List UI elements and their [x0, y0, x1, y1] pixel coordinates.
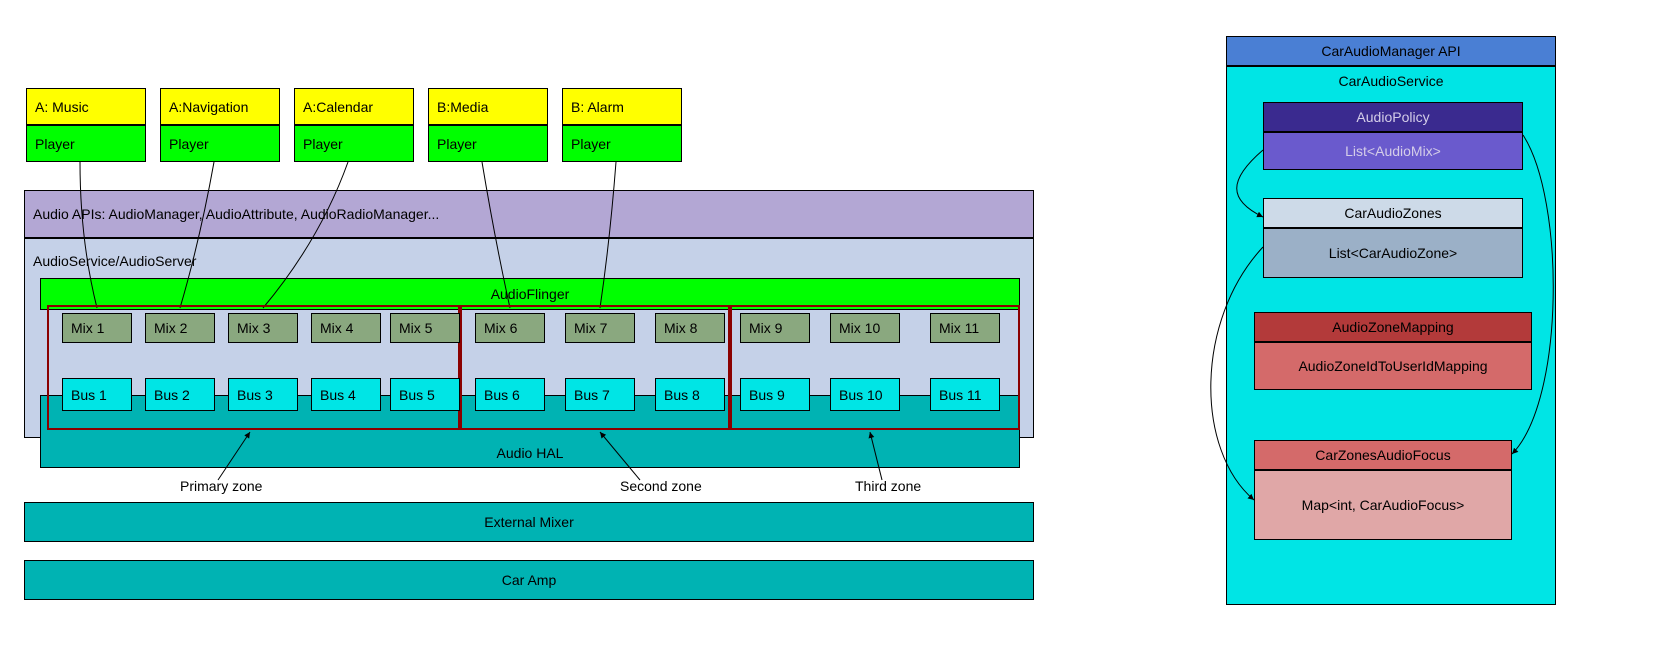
- bus-box: Bus 1: [62, 378, 132, 411]
- app-player-box: Player: [428, 125, 548, 162]
- audio-service-label: AudioService/AudioServer: [33, 253, 196, 269]
- mix-box: Mix 3: [228, 313, 298, 343]
- bus-box: Bus 10: [830, 378, 900, 411]
- car-zones-audio-focus-header: CarZonesAudioFocus: [1254, 440, 1512, 470]
- car-audio-zones-header: CarAudioZones: [1263, 198, 1523, 228]
- audio-hal-label: Audio HAL: [497, 445, 564, 461]
- car-audio-service-label: CarAudioService: [1338, 73, 1443, 89]
- app-label-box: B: Alarm: [562, 88, 682, 125]
- app-label-box: B:Media: [428, 88, 548, 125]
- app-label-box: A:Navigation: [160, 88, 280, 125]
- audio-apis-bar: Audio APIs: AudioManager, AudioAttribute…: [24, 190, 1034, 238]
- external-mixer-label: External Mixer: [484, 514, 573, 530]
- mix-box: Mix 8: [655, 313, 725, 343]
- bus-box: Bus 11: [930, 378, 1000, 411]
- mix-box: Mix 9: [740, 313, 810, 343]
- zone-label-third: Third zone: [855, 478, 921, 494]
- car-audio-manager-api: CarAudioManager API: [1226, 36, 1556, 66]
- car-amp-label: Car Amp: [502, 572, 556, 588]
- bus-box: Bus 9: [740, 378, 810, 411]
- mix-box: Mix 7: [565, 313, 635, 343]
- audio-flinger-label: AudioFlinger: [491, 286, 570, 302]
- app-player-box: Player: [294, 125, 414, 162]
- external-mixer-bar: External Mixer: [24, 502, 1034, 542]
- app-player-box: Player: [26, 125, 146, 162]
- app-label-box: A:Calendar: [294, 88, 414, 125]
- bus-box: Bus 2: [145, 378, 215, 411]
- audio-policy-body: List<AudioMix>: [1263, 132, 1523, 170]
- mix-box: Mix 5: [390, 313, 460, 343]
- bus-box: Bus 7: [565, 378, 635, 411]
- bus-box: Bus 8: [655, 378, 725, 411]
- audio-zone-mapping-header: AudioZoneMapping: [1254, 312, 1532, 342]
- app-player-box: Player: [562, 125, 682, 162]
- mix-box: Mix 10: [830, 313, 900, 343]
- audio-policy-header: AudioPolicy: [1263, 102, 1523, 132]
- car-zones-audio-focus-body: Map<int, CarAudioFocus>: [1254, 470, 1512, 540]
- mix-box: Mix 1: [62, 313, 132, 343]
- audio-apis-label: Audio APIs: AudioManager, AudioAttribute…: [33, 206, 439, 222]
- app-label-box: A: Music: [26, 88, 146, 125]
- car-audio-zones-body: List<CarAudioZone>: [1263, 228, 1523, 278]
- bus-box: Bus 4: [311, 378, 381, 411]
- mix-box: Mix 4: [311, 313, 381, 343]
- mix-box: Mix 2: [145, 313, 215, 343]
- app-player-box: Player: [160, 125, 280, 162]
- mix-box: Mix 6: [475, 313, 545, 343]
- mix-box: Mix 11: [930, 313, 1000, 343]
- audio-zone-mapping-body: AudioZoneIdToUserIdMapping: [1254, 342, 1532, 390]
- car-amp-bar: Car Amp: [24, 560, 1034, 600]
- zone-label-second: Second zone: [620, 478, 702, 494]
- bus-box: Bus 5: [390, 378, 460, 411]
- zone-label-primary: Primary zone: [180, 478, 262, 494]
- bus-box: Bus 3: [228, 378, 298, 411]
- bus-box: Bus 6: [475, 378, 545, 411]
